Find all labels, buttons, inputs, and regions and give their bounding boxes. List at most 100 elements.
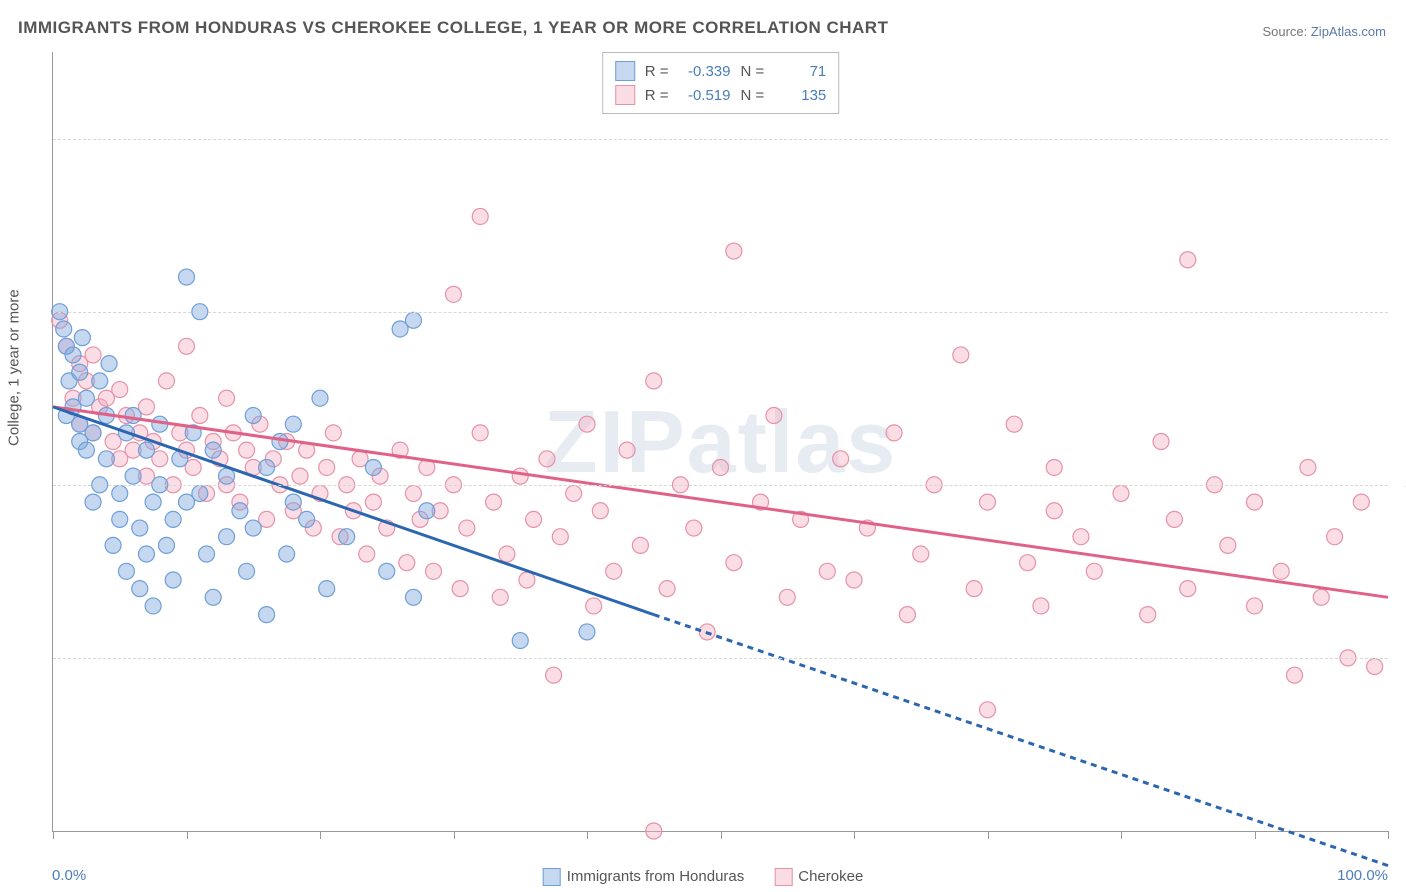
- scatter-point: [1300, 459, 1316, 475]
- scatter-point: [953, 347, 969, 363]
- scatter-point: [886, 425, 902, 441]
- legend-item-1: Immigrants from Honduras: [543, 868, 745, 886]
- y-tick-label: 60.0%: [1396, 303, 1406, 320]
- source-link[interactable]: ZipAtlas.com: [1311, 24, 1386, 39]
- scatter-point: [1367, 659, 1383, 675]
- scatter-point: [726, 555, 742, 571]
- scatter-point: [192, 408, 208, 424]
- scatter-point: [592, 503, 608, 519]
- scatter-point: [118, 563, 134, 579]
- scatter-point: [205, 589, 221, 605]
- scatter-point: [325, 425, 341, 441]
- scatter-point: [101, 356, 117, 372]
- scatter-point: [259, 459, 275, 475]
- scatter-point: [1353, 494, 1369, 510]
- scatter-point: [833, 451, 849, 467]
- scatter-point: [913, 546, 929, 562]
- scatter-point: [492, 589, 508, 605]
- scatter-point: [98, 451, 114, 467]
- scatter-point: [1020, 555, 1036, 571]
- scatter-point: [546, 667, 562, 683]
- scatter-point: [452, 581, 468, 597]
- scatter-point: [459, 520, 475, 536]
- scatter-point: [285, 494, 301, 510]
- source-attribution: Source: ZipAtlas.com: [1262, 24, 1386, 39]
- gridline: [53, 312, 1388, 313]
- scatter-point: [285, 416, 301, 432]
- scatter-point: [726, 243, 742, 259]
- scatter-point: [339, 529, 355, 545]
- correlation-stats-box: R = -0.339 N = 71 R = -0.519 N = 135: [602, 52, 840, 114]
- scatter-point: [219, 529, 235, 545]
- scatter-point: [512, 468, 528, 484]
- x-tick: [320, 831, 321, 839]
- scatter-point: [132, 520, 148, 536]
- scatter-point: [199, 546, 215, 562]
- scatter-point: [472, 425, 488, 441]
- scatter-point: [1220, 537, 1236, 553]
- scatter-point: [1313, 589, 1329, 605]
- scatter-point: [132, 581, 148, 597]
- scatter-point: [586, 598, 602, 614]
- x-axis-min-label: 0.0%: [52, 867, 86, 884]
- x-tick: [587, 831, 588, 839]
- trend-line: [654, 615, 1388, 866]
- scatter-point: [219, 390, 235, 406]
- x-tick: [1388, 831, 1389, 839]
- scatter-point: [619, 442, 635, 458]
- chart-svg: [53, 52, 1388, 831]
- scatter-point: [125, 468, 141, 484]
- scatter-point: [319, 459, 335, 475]
- scatter-point: [1046, 503, 1062, 519]
- n-label: N =: [741, 63, 765, 80]
- scatter-point: [78, 390, 94, 406]
- scatter-point: [56, 321, 72, 337]
- scatter-point: [239, 563, 255, 579]
- scatter-point: [85, 494, 101, 510]
- scatter-point: [72, 364, 88, 380]
- scatter-point: [1153, 434, 1169, 450]
- scatter-point: [85, 425, 101, 441]
- x-tick: [53, 831, 54, 839]
- scatter-point: [165, 572, 181, 588]
- scatter-point: [239, 442, 255, 458]
- scatter-point: [205, 442, 221, 458]
- scatter-point: [1073, 529, 1089, 545]
- legend-label-1: Immigrants from Honduras: [567, 868, 745, 885]
- scatter-point: [245, 520, 261, 536]
- scatter-point: [125, 408, 141, 424]
- scatter-point: [539, 451, 555, 467]
- n-value: 135: [774, 87, 826, 104]
- r-label: R =: [645, 63, 669, 80]
- scatter-point: [519, 572, 535, 588]
- scatter-point: [165, 511, 181, 527]
- scatter-point: [405, 312, 421, 328]
- scatter-point: [138, 546, 154, 562]
- scatter-point: [1247, 598, 1263, 614]
- chart-title: IMMIGRANTS FROM HONDURAS VS CHEROKEE COL…: [18, 18, 888, 38]
- scatter-point: [359, 546, 375, 562]
- legend-swatch-2: [774, 868, 792, 886]
- x-tick: [187, 831, 188, 839]
- scatter-point: [1180, 252, 1196, 268]
- scatter-point: [112, 511, 128, 527]
- gridline: [53, 658, 1388, 659]
- scatter-point: [319, 581, 335, 597]
- stats-swatch-2: [615, 85, 635, 105]
- scatter-point: [419, 503, 435, 519]
- x-tick: [454, 831, 455, 839]
- scatter-point: [405, 589, 421, 605]
- scatter-point: [606, 563, 622, 579]
- x-tick: [1255, 831, 1256, 839]
- n-label: N =: [741, 87, 765, 104]
- scatter-point: [299, 511, 315, 527]
- scatter-point: [112, 382, 128, 398]
- scatter-point: [446, 286, 462, 302]
- gridline: [53, 139, 1388, 140]
- scatter-point: [192, 485, 208, 501]
- legend-label-2: Cherokee: [798, 868, 863, 885]
- scatter-point: [112, 485, 128, 501]
- scatter-point: [766, 408, 782, 424]
- source-prefix: Source:: [1262, 24, 1310, 39]
- scatter-point: [158, 373, 174, 389]
